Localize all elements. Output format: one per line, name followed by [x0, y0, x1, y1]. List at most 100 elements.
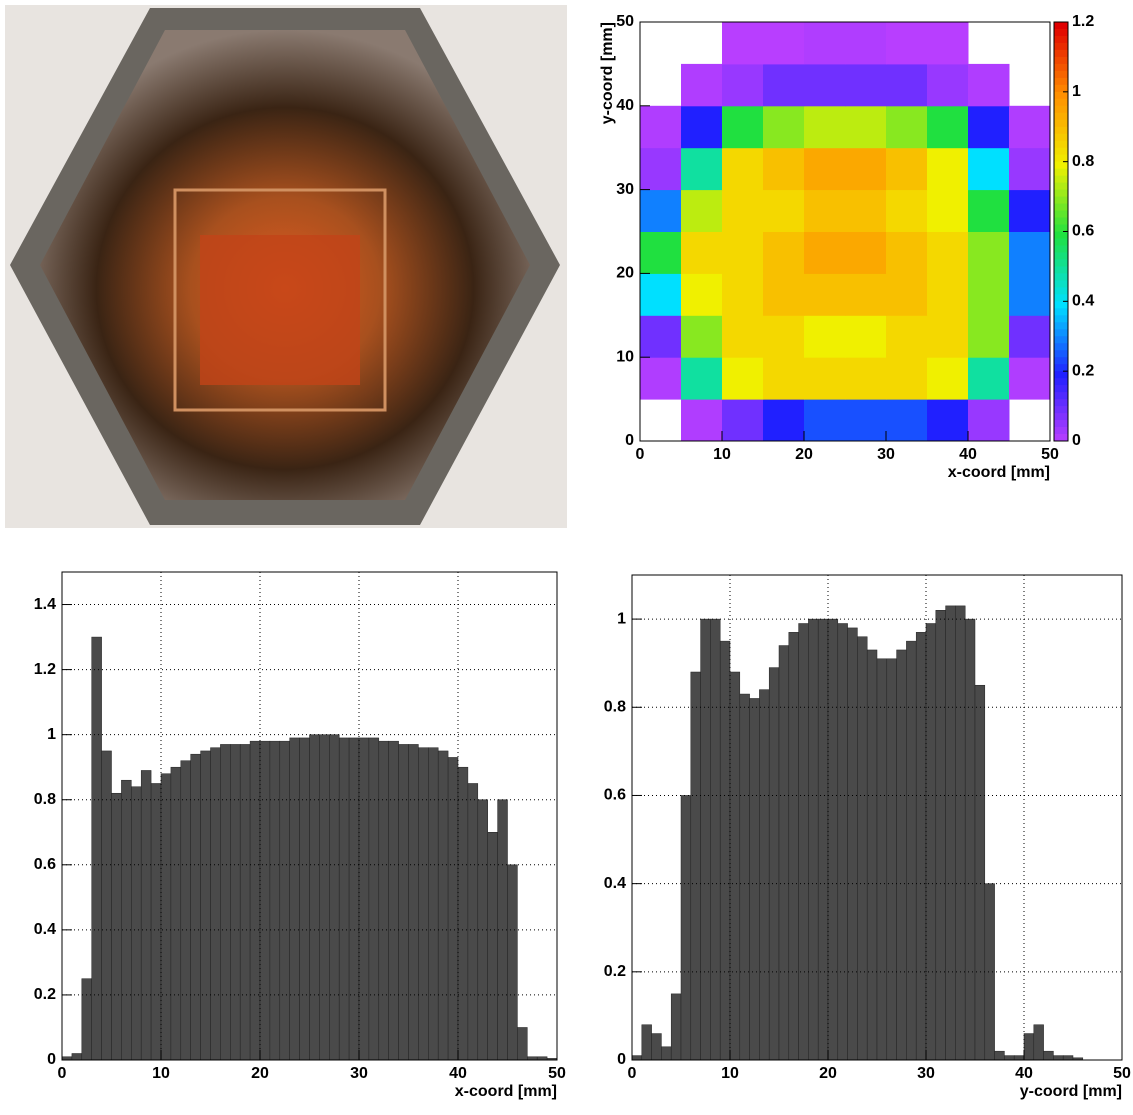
bar — [270, 741, 280, 1060]
heat-cell — [886, 148, 928, 190]
y-tick-label: 10 — [616, 348, 634, 365]
heat-cell — [681, 399, 723, 441]
y-tick-label: 0 — [47, 1051, 56, 1068]
bar — [671, 994, 681, 1060]
bar — [171, 767, 181, 1060]
heat-cell — [763, 190, 805, 232]
colorbar-step — [1054, 218, 1068, 225]
bar — [701, 619, 711, 1060]
bar — [240, 744, 250, 1060]
heat-cell — [968, 315, 1010, 357]
bar — [681, 795, 691, 1060]
heat-cell — [968, 64, 1010, 106]
bar — [1034, 1025, 1044, 1060]
colorbar-step — [1054, 78, 1068, 85]
heat-cell — [927, 106, 969, 148]
bar — [319, 735, 329, 1060]
page: {"chart_data": [ {"type": "heatmap", "xl… — [0, 0, 1133, 1110]
bar — [379, 741, 389, 1060]
colorbar-step — [1054, 343, 1068, 350]
colorbar-step — [1054, 155, 1068, 162]
colorbar-step — [1054, 29, 1068, 36]
heat-cell — [722, 273, 764, 315]
heat-cell — [1009, 315, 1051, 357]
heat-cell — [722, 399, 764, 441]
bar — [220, 744, 230, 1060]
heat-cell — [927, 64, 969, 106]
bar — [211, 748, 221, 1060]
bar — [141, 770, 151, 1060]
y-tick-label: 40 — [616, 97, 634, 114]
heat-cell — [968, 106, 1010, 148]
bar — [72, 1053, 82, 1060]
x-axis-title: x-coord [mm] — [948, 464, 1050, 481]
bar — [112, 793, 122, 1060]
heat-cell — [1009, 357, 1051, 399]
bar — [230, 744, 240, 1060]
y-tick-label: 0.4 — [604, 875, 626, 892]
bar — [517, 1027, 527, 1060]
colorbar-step — [1054, 287, 1068, 294]
heat-cell — [886, 399, 928, 441]
colorbar-step — [1054, 204, 1068, 211]
heat-cell — [1009, 190, 1051, 232]
bar — [808, 619, 818, 1060]
colorbar-step — [1054, 106, 1068, 113]
x-tick-label: 10 — [721, 1065, 739, 1082]
colorbar-step — [1054, 50, 1068, 57]
y-axis-title: y-coord [mm] — [599, 22, 616, 124]
y-tick-label: 1 — [47, 726, 56, 743]
colorbar-step — [1054, 71, 1068, 78]
heat-cell — [1009, 232, 1051, 274]
colorbar-step — [1054, 413, 1068, 420]
sensor — [200, 235, 360, 385]
x-tick-label: 40 — [449, 1065, 467, 1082]
heat-cell — [886, 22, 928, 64]
x-tick-label: 10 — [152, 1065, 170, 1082]
heat-cell — [681, 315, 723, 357]
heat-cell — [927, 273, 969, 315]
colorbar-step — [1054, 211, 1068, 218]
colorbar-step — [1054, 85, 1068, 92]
heat-cell — [968, 399, 1010, 441]
heat-cell — [763, 315, 805, 357]
bar — [161, 774, 171, 1060]
colorbar-step — [1054, 176, 1068, 183]
colorbar-step — [1054, 420, 1068, 427]
bar — [1044, 1051, 1054, 1060]
colorbar-tick-label: 0.4 — [1072, 293, 1094, 310]
y-tick-label: 1 — [617, 610, 626, 627]
colorbar-step — [1054, 280, 1068, 287]
bar — [838, 624, 848, 1061]
bar — [916, 632, 926, 1060]
colorbar-step — [1054, 162, 1068, 169]
bar — [985, 884, 995, 1060]
bar — [887, 659, 897, 1060]
bar — [975, 685, 985, 1060]
heat-cell — [722, 64, 764, 106]
colorbar-step — [1054, 169, 1068, 176]
bar — [369, 738, 379, 1060]
x-axis-title: x-coord [mm] — [455, 1083, 557, 1100]
bar — [632, 1056, 642, 1060]
heat-cell — [640, 357, 682, 399]
heat-cell — [722, 148, 764, 190]
bar — [468, 783, 478, 1060]
bar — [789, 632, 799, 1060]
colorbar-step — [1054, 197, 1068, 204]
heat-cell — [968, 190, 1010, 232]
heat-cell — [886, 64, 928, 106]
heat-cell — [763, 148, 805, 190]
bar — [458, 767, 468, 1060]
heat-cell — [722, 190, 764, 232]
colorbar-step — [1054, 385, 1068, 392]
colorbar-tick-label: 0.6 — [1072, 223, 1094, 240]
heat-cell — [886, 106, 928, 148]
bar — [759, 690, 769, 1060]
heat-cell — [722, 106, 764, 148]
x-tick-label: 20 — [795, 446, 813, 463]
bar — [750, 698, 760, 1060]
heat-cell — [927, 315, 969, 357]
colorbar-step — [1054, 364, 1068, 371]
bar — [818, 619, 828, 1060]
